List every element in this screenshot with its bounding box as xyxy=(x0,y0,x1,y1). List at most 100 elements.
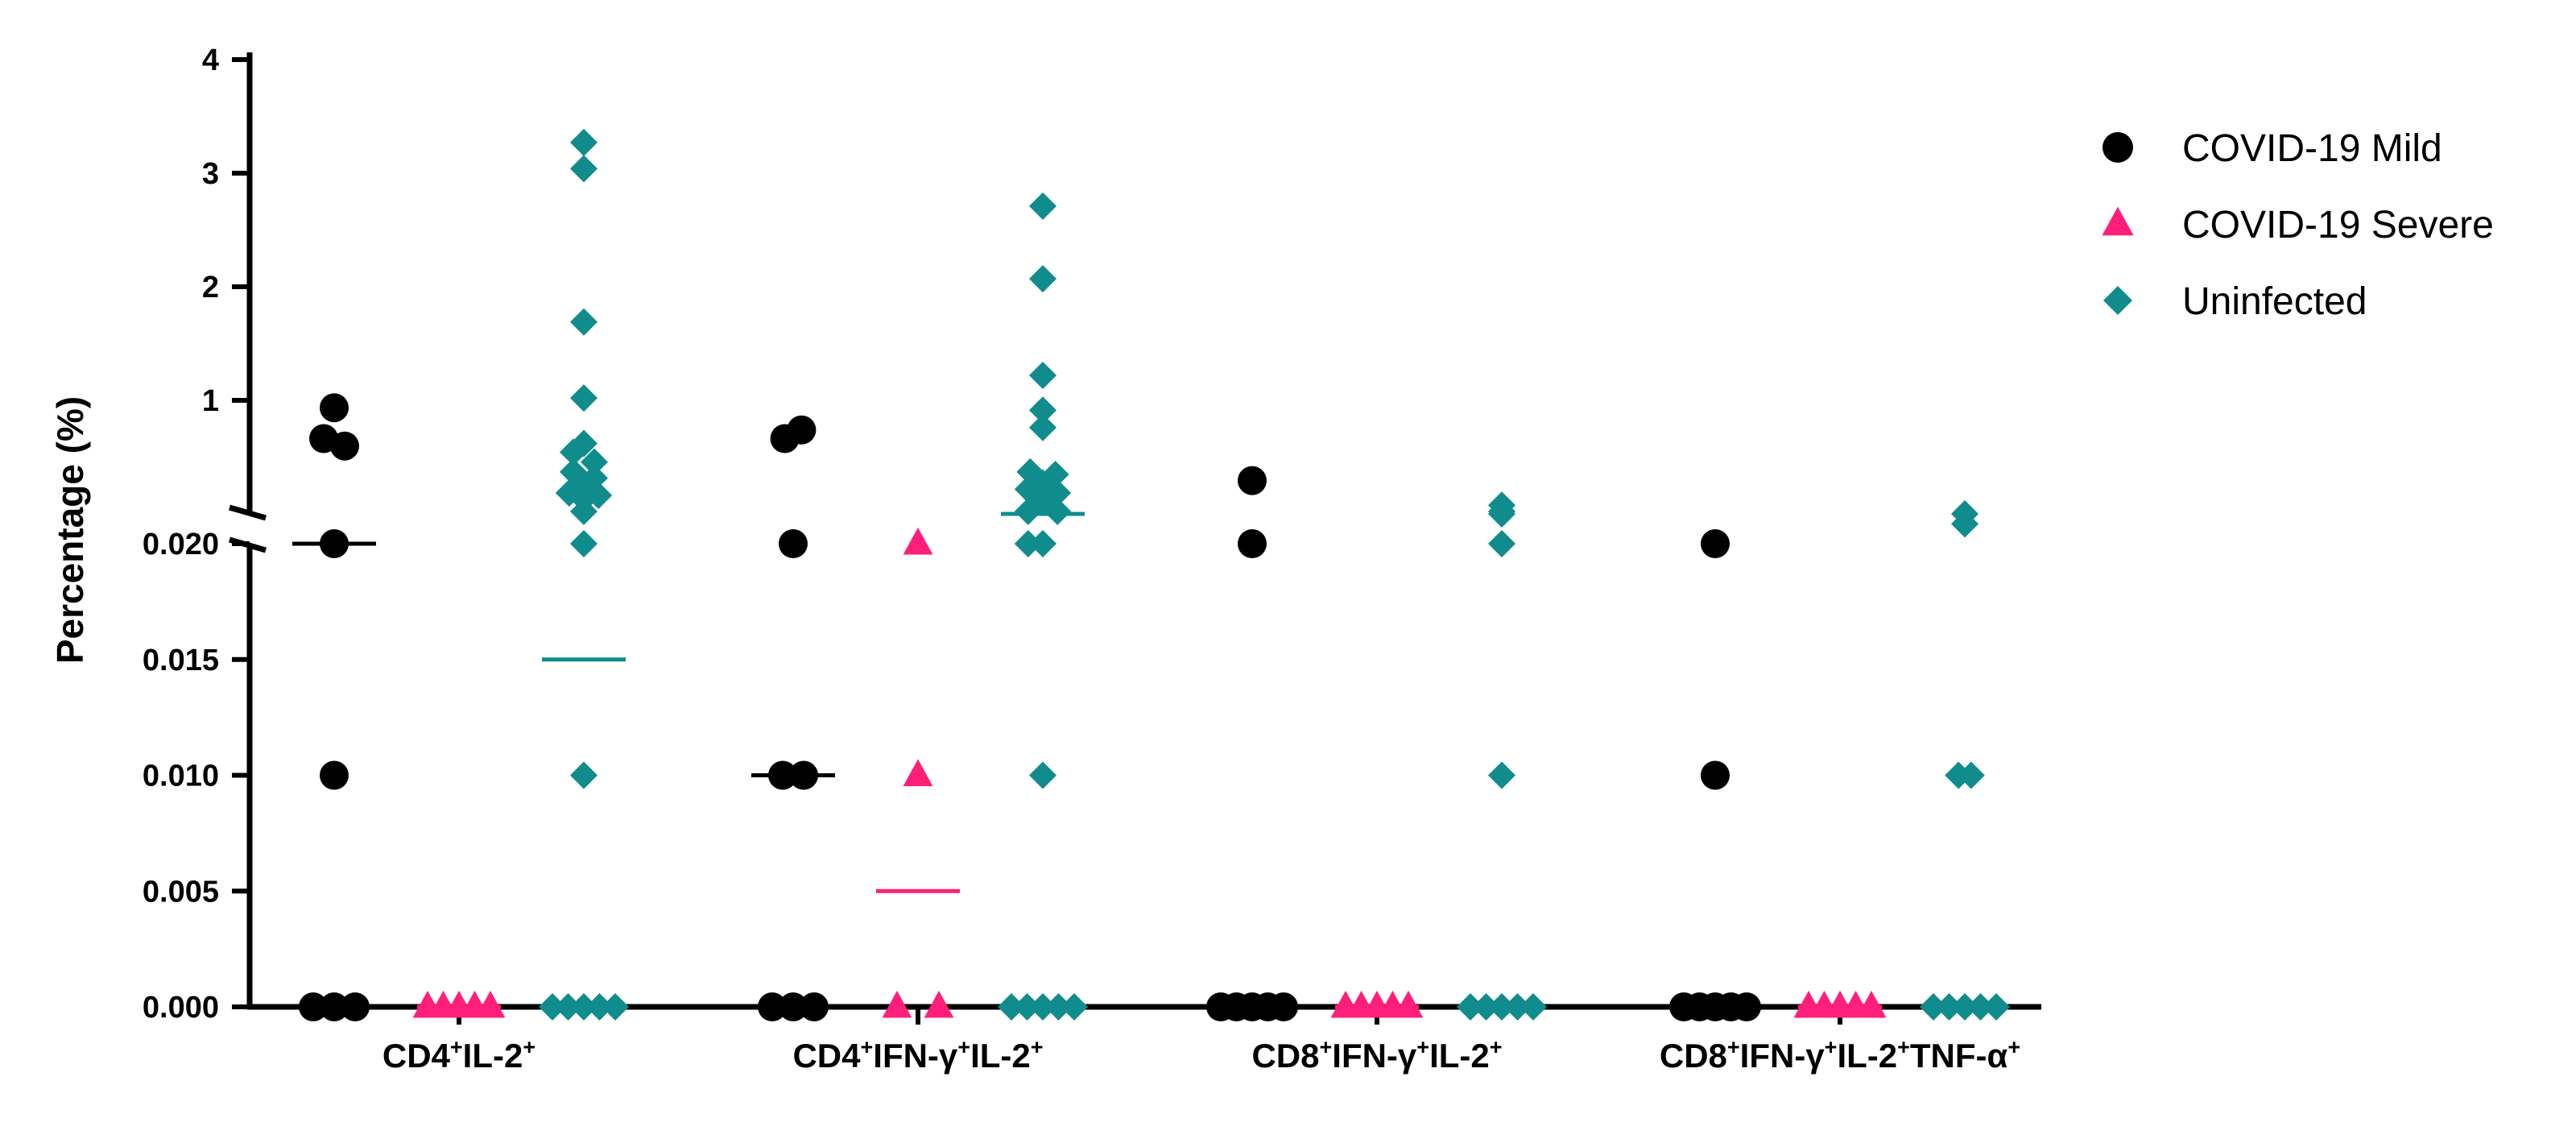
y-tick-label: 2 xyxy=(202,271,219,304)
data-point xyxy=(330,431,359,461)
legend-marker xyxy=(2103,286,2132,315)
data-point xyxy=(1044,497,1072,525)
data-point xyxy=(570,128,597,156)
data-point xyxy=(1701,529,1730,558)
data-point xyxy=(1488,761,1515,789)
x-tick-label-part: CD4 xyxy=(792,1037,861,1075)
x-tick-label-part: + xyxy=(1320,1035,1333,1059)
data-point xyxy=(1029,413,1056,441)
y-tick-label: 3 xyxy=(202,157,219,191)
data-point xyxy=(581,448,608,476)
data-point xyxy=(1856,990,1887,1018)
x-tick-label-part: IL-2 xyxy=(1837,1037,1897,1075)
y-axis-label: Percentage (%) xyxy=(49,396,91,664)
y-tick-label: 0.000 xyxy=(143,991,219,1025)
legend-label: COVID-19 Severe xyxy=(2182,204,2494,246)
y-tick-label: 4 xyxy=(202,43,219,77)
data-point xyxy=(779,529,808,558)
data-point xyxy=(1014,530,1042,557)
y-tick-label: 0.010 xyxy=(143,760,219,793)
data-point xyxy=(570,308,597,336)
x-tick-label-part: IL-2 xyxy=(463,1037,523,1075)
data-point xyxy=(554,993,582,1021)
data-point xyxy=(475,990,506,1018)
x-tick-label-part: TNF-α xyxy=(1910,1037,2008,1075)
x-tick-label-part: + xyxy=(861,1035,874,1059)
data-point xyxy=(1238,529,1267,558)
data-point xyxy=(341,992,370,1021)
data-point xyxy=(1472,993,1500,1021)
data-point xyxy=(903,527,933,555)
data-point xyxy=(570,384,597,412)
data-point xyxy=(320,393,349,423)
x-tick-label-part: CD8 xyxy=(1251,1037,1319,1075)
legend-label: COVID-19 Mild xyxy=(2182,127,2442,170)
y-tick-label: 0.005 xyxy=(143,875,219,909)
data-point xyxy=(1951,510,1979,538)
data-point xyxy=(882,990,912,1018)
x-tick-label-part: + xyxy=(1897,1035,1910,1059)
data-point xyxy=(1029,761,1056,789)
data-point xyxy=(1983,993,2010,1021)
x-tick-label-part: + xyxy=(1825,1035,1838,1059)
axis-break-mark xyxy=(229,504,267,521)
y-tick-label: 0.020 xyxy=(143,528,219,561)
data-point xyxy=(1920,993,1947,1021)
x-tick-label: CD8+IFN-γ+IL-2+ xyxy=(1251,1035,1502,1075)
data-point xyxy=(998,993,1025,1021)
x-tick-label-part: + xyxy=(450,1035,463,1059)
data-point xyxy=(1029,361,1056,389)
data-point xyxy=(1503,993,1532,1021)
data-point xyxy=(1029,192,1056,220)
data-point xyxy=(1935,993,1963,1021)
data-point xyxy=(1488,993,1515,1021)
x-tick-label-part: + xyxy=(1727,1035,1740,1059)
legend-marker xyxy=(2102,206,2134,236)
x-tick-label-part: IFN-γ xyxy=(1332,1037,1417,1075)
legend-marker xyxy=(2103,132,2133,163)
data-point xyxy=(570,530,597,557)
data-point xyxy=(1238,466,1267,495)
data-point xyxy=(787,415,817,445)
legend: COVID-19 Mild COVID-19 Severe Uninfected xyxy=(2102,127,2494,323)
data-point xyxy=(758,992,787,1021)
x-tick-label: CD4+IL-2+ xyxy=(382,1035,535,1075)
data-point xyxy=(1013,993,1041,1021)
x-tick-label-part: IFN-γ xyxy=(873,1037,958,1075)
data-point xyxy=(903,759,933,786)
x-tick-label-part: + xyxy=(1490,1035,1503,1059)
x-tick-label: CD8+IFN-γ+IL-2+TNF-α+ xyxy=(1660,1035,2020,1075)
data-point xyxy=(570,497,597,525)
data-point xyxy=(1488,500,1515,528)
x-tick-label-part: CD4 xyxy=(382,1037,451,1075)
data-point xyxy=(1061,993,1088,1021)
x-tick-label-part: CD8 xyxy=(1660,1037,1727,1075)
data-point xyxy=(602,993,629,1021)
data-point xyxy=(779,992,808,1021)
x-tick-label-part: + xyxy=(957,1035,970,1059)
x-tick-label: CD4+IFN-γ+IL-2+ xyxy=(792,1035,1043,1075)
axes: 1 2 3 4 0.000 0.005 0.010 0.015 0.020 Percentage … xyxy=(49,43,2041,1075)
data-point xyxy=(560,438,587,466)
data-point xyxy=(924,990,954,1018)
data-point xyxy=(570,761,597,789)
data-point xyxy=(1966,993,1995,1021)
x-tick-label-part: IL-2 xyxy=(1429,1037,1490,1075)
data-point xyxy=(320,760,349,790)
data-point xyxy=(1029,396,1056,424)
data-point xyxy=(1457,993,1484,1021)
data-point xyxy=(1393,990,1424,1018)
data-point xyxy=(1029,265,1056,293)
x-tick-label-part: + xyxy=(2007,1035,2020,1059)
data-point xyxy=(1488,530,1515,557)
y-tick-label: 1 xyxy=(202,384,219,418)
x-tick-label-part: + xyxy=(1416,1035,1429,1059)
data-point xyxy=(570,993,597,1021)
data-point xyxy=(320,992,349,1021)
y-tick-label: 0.015 xyxy=(143,644,219,677)
x-tick-label-part: + xyxy=(1031,1035,1044,1059)
chart-marks xyxy=(292,128,2010,1021)
data-point xyxy=(1014,497,1042,525)
x-tick-label-part: + xyxy=(523,1035,535,1059)
